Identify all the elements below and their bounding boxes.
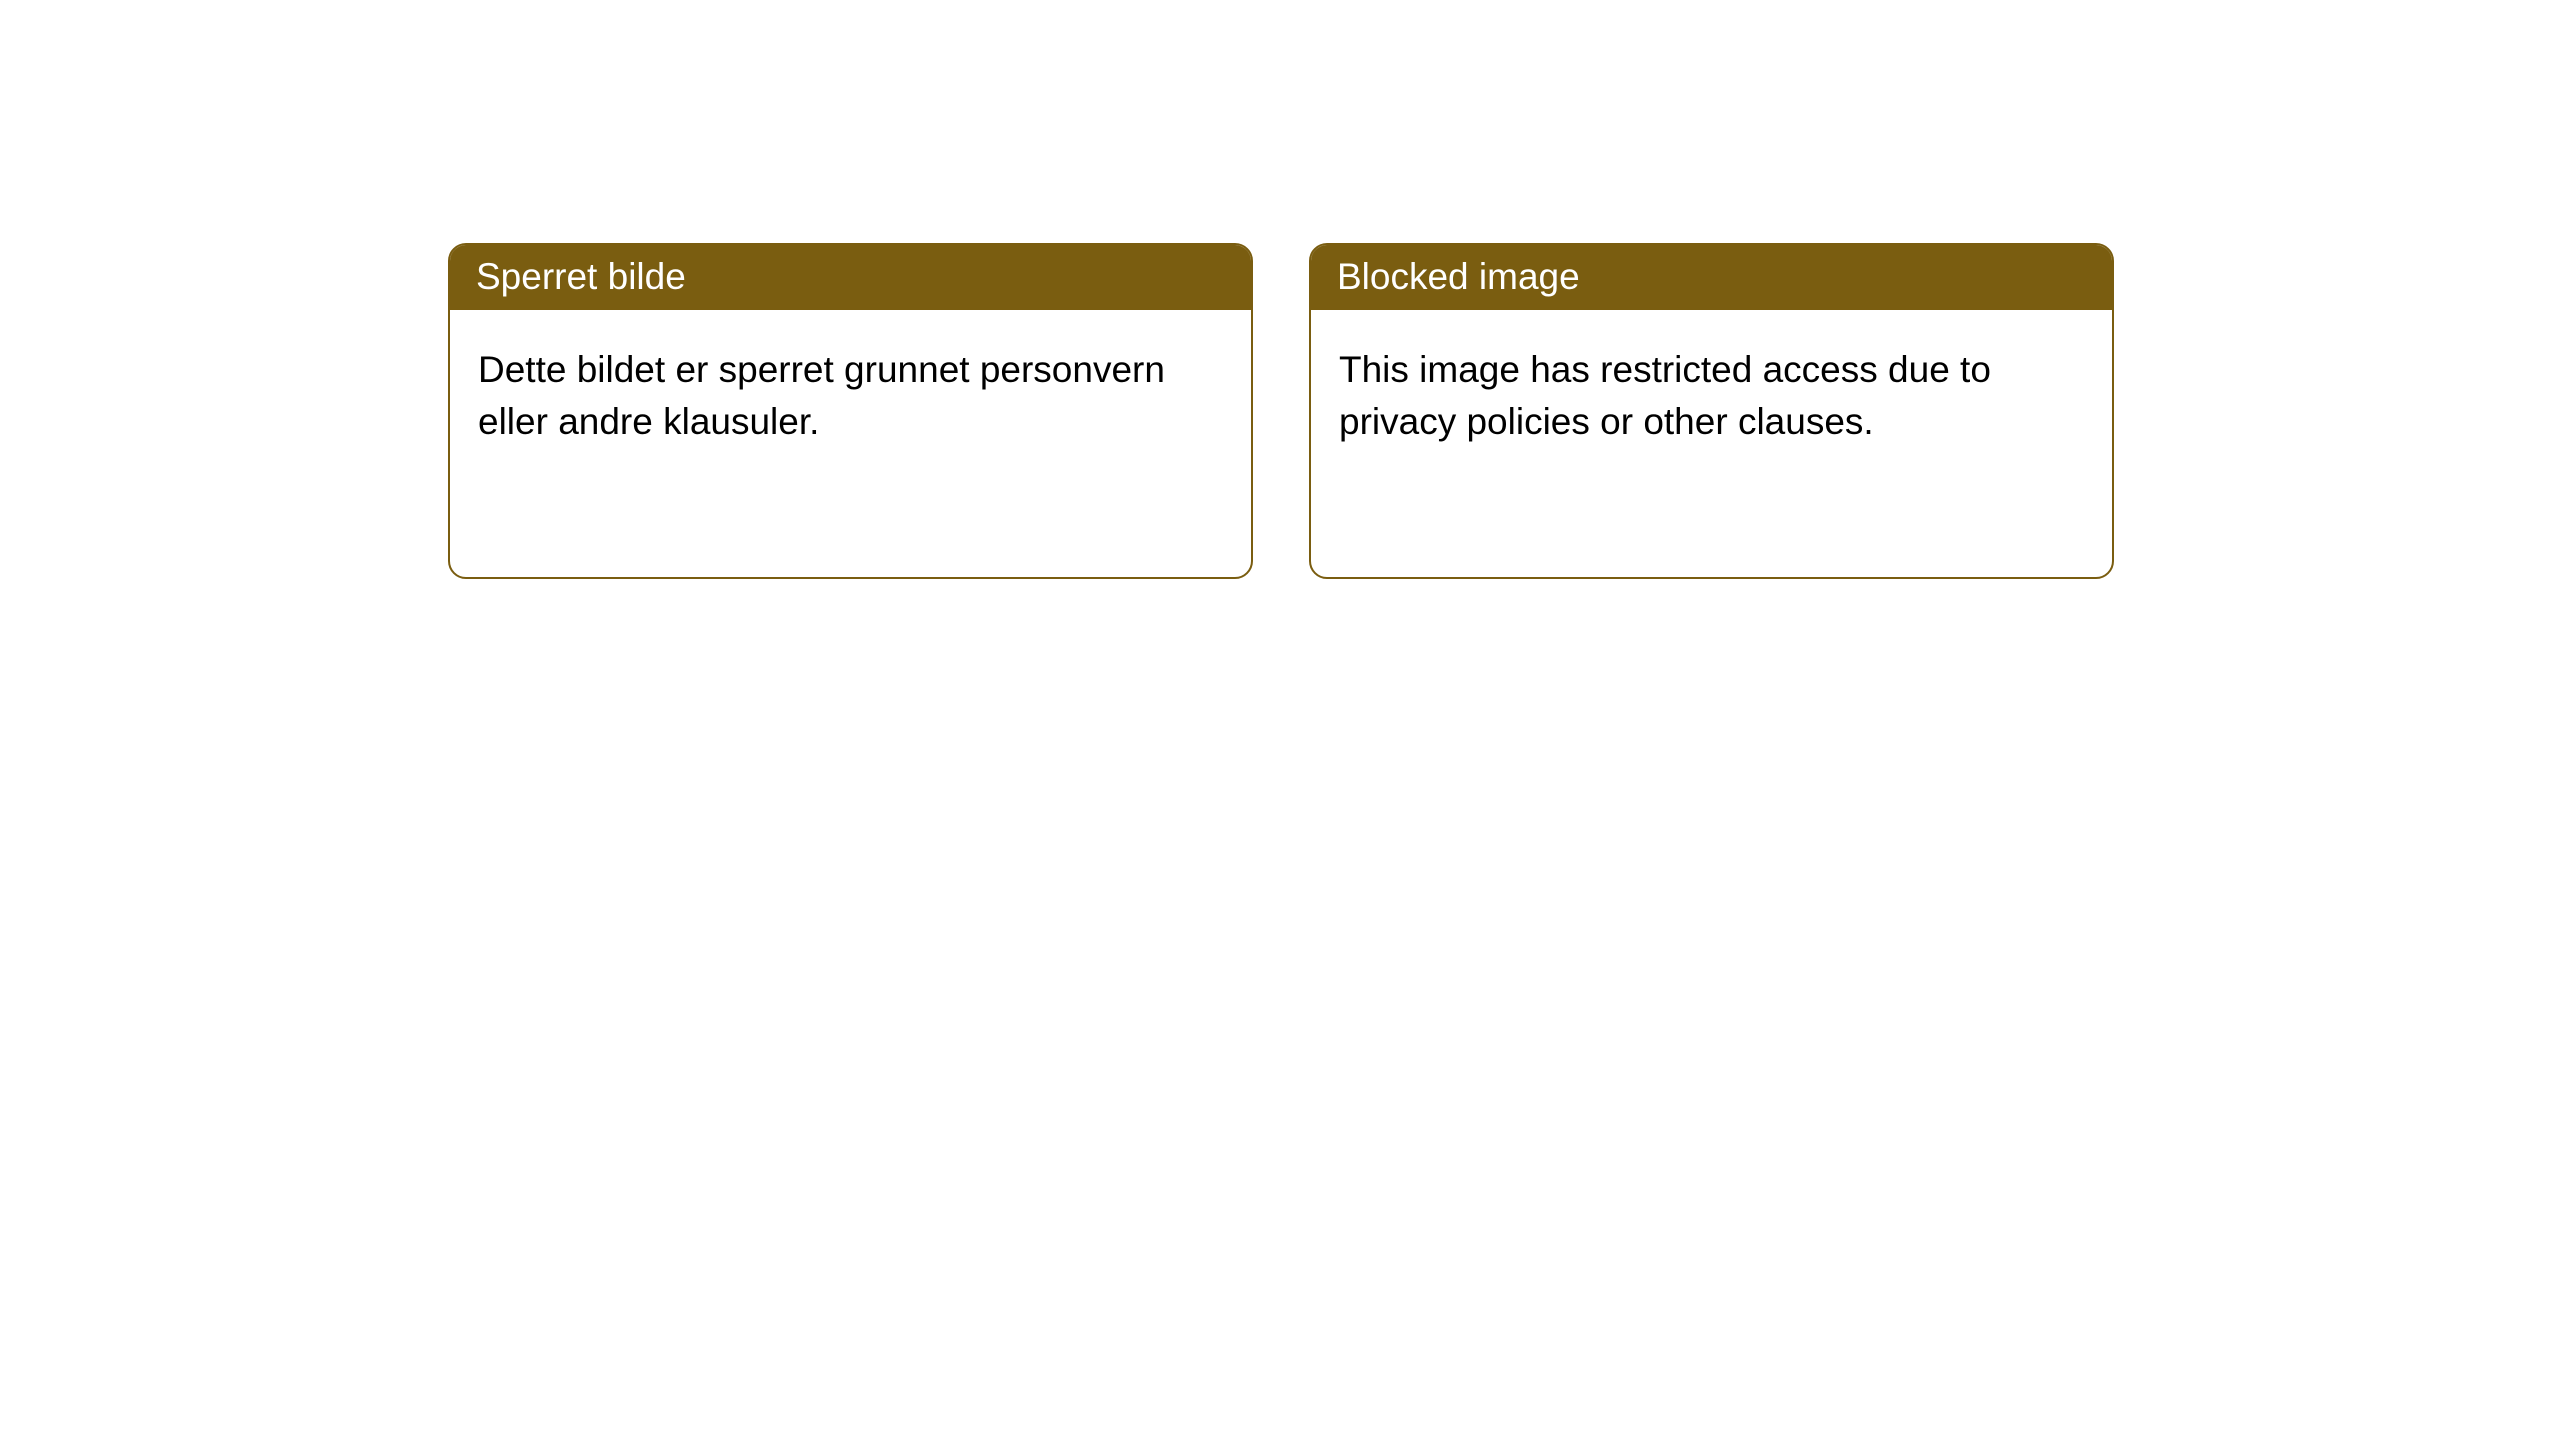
card-body: This image has restricted access due to … [1311,310,2112,482]
notice-card-norwegian: Sperret bilde Dette bildet er sperret gr… [448,243,1253,579]
card-body: Dette bildet er sperret grunnet personve… [450,310,1251,482]
notice-card-english: Blocked image This image has restricted … [1309,243,2114,579]
notice-container: Sperret bilde Dette bildet er sperret gr… [0,0,2560,579]
card-title: Blocked image [1311,245,2112,310]
card-title: Sperret bilde [450,245,1251,310]
